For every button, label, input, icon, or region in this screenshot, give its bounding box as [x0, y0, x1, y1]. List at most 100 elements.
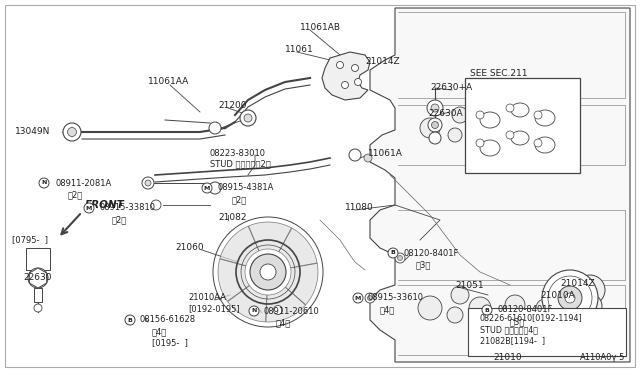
Text: 21082B[1194-  ]: 21082B[1194- ]: [480, 337, 545, 346]
Text: 13049N: 13049N: [15, 128, 51, 137]
Bar: [26, 248, 50, 270]
Circle shape: [353, 293, 363, 303]
Circle shape: [84, 203, 94, 213]
Circle shape: [209, 182, 221, 194]
Circle shape: [125, 315, 135, 325]
Ellipse shape: [480, 112, 500, 128]
Text: 08120-8401F: 08120-8401F: [497, 305, 552, 314]
Text: 22630: 22630: [23, 273, 51, 282]
Text: N: N: [252, 308, 257, 314]
Circle shape: [428, 118, 442, 132]
Polygon shape: [285, 263, 318, 305]
Circle shape: [536, 299, 554, 317]
Circle shape: [260, 264, 276, 280]
Polygon shape: [370, 8, 630, 362]
Circle shape: [209, 122, 221, 134]
Text: B: B: [484, 308, 490, 312]
Text: （2）: （2）: [112, 215, 127, 224]
Circle shape: [476, 111, 484, 119]
Circle shape: [506, 131, 514, 139]
Polygon shape: [220, 226, 259, 266]
Circle shape: [142, 177, 154, 189]
Text: 11061: 11061: [285, 45, 314, 55]
Text: [0795-  ]: [0795- ]: [12, 235, 48, 244]
Circle shape: [471, 116, 489, 134]
Text: 21200: 21200: [218, 100, 246, 109]
Text: STUD スタッド（4）: STUD スタッド（4）: [480, 326, 538, 334]
Text: [0192-0195]: [0192-0195]: [188, 305, 239, 314]
Text: 21014Z: 21014Z: [560, 279, 595, 288]
Circle shape: [397, 256, 403, 260]
Bar: [465, 78, 580, 173]
Text: 22630A: 22630A: [428, 109, 463, 118]
Circle shape: [534, 139, 542, 147]
Polygon shape: [228, 286, 267, 322]
Circle shape: [448, 128, 462, 142]
Circle shape: [505, 295, 525, 315]
Circle shape: [500, 118, 520, 138]
Circle shape: [39, 178, 49, 188]
Circle shape: [367, 295, 372, 301]
Text: FRONT: FRONT: [85, 200, 125, 210]
Ellipse shape: [535, 110, 555, 126]
Text: （4）: （4）: [380, 305, 396, 314]
Polygon shape: [29, 268, 47, 288]
Text: （4）: （4）: [276, 318, 291, 327]
Text: 08120-8401F: 08120-8401F: [403, 248, 458, 257]
Text: 08156-61628: 08156-61628: [140, 315, 196, 324]
Circle shape: [429, 132, 441, 144]
Circle shape: [244, 114, 252, 122]
Text: STUD スタッド（2）: STUD スタッド（2）: [210, 160, 271, 169]
Text: 08911-20610: 08911-20610: [264, 307, 320, 315]
Text: 11080: 11080: [345, 203, 374, 212]
Circle shape: [482, 305, 492, 315]
Circle shape: [67, 128, 77, 137]
Ellipse shape: [480, 140, 500, 156]
Circle shape: [476, 139, 484, 147]
Circle shape: [532, 117, 548, 133]
Text: 21010AA: 21010AA: [188, 294, 226, 302]
Text: 21060: 21060: [175, 244, 204, 253]
Circle shape: [447, 307, 463, 323]
Text: 08223-83010: 08223-83010: [210, 148, 266, 157]
Text: M: M: [204, 186, 210, 190]
Circle shape: [558, 286, 582, 310]
Text: 21014Z: 21014Z: [365, 58, 399, 67]
Circle shape: [395, 253, 405, 263]
Text: 08915-4381A: 08915-4381A: [218, 183, 275, 192]
Polygon shape: [279, 228, 317, 268]
Circle shape: [418, 296, 442, 320]
Circle shape: [145, 180, 151, 186]
Polygon shape: [266, 287, 305, 322]
Circle shape: [542, 270, 598, 326]
Text: M: M: [355, 295, 361, 301]
Circle shape: [565, 293, 575, 303]
Ellipse shape: [511, 131, 529, 145]
Circle shape: [249, 306, 259, 316]
Polygon shape: [248, 222, 291, 252]
Circle shape: [452, 107, 468, 123]
Circle shape: [273, 305, 282, 314]
Circle shape: [365, 293, 375, 303]
Text: 21082: 21082: [218, 214, 246, 222]
Circle shape: [506, 104, 514, 112]
Circle shape: [451, 286, 469, 304]
Text: B: B: [390, 250, 396, 256]
Circle shape: [63, 123, 81, 141]
Text: 21010A: 21010A: [540, 291, 575, 299]
Text: 21010: 21010: [493, 353, 522, 362]
Circle shape: [355, 78, 362, 86]
Text: SEE SEC.211: SEE SEC.211: [470, 70, 527, 78]
Circle shape: [364, 154, 372, 162]
Text: B: B: [127, 317, 132, 323]
Polygon shape: [218, 259, 250, 301]
Text: 11061AA: 11061AA: [148, 77, 189, 87]
Text: 11061AB: 11061AB: [300, 23, 341, 32]
Text: （3）: （3）: [510, 317, 525, 327]
Text: M: M: [86, 205, 92, 211]
Bar: [34, 288, 42, 302]
Circle shape: [349, 149, 361, 161]
Circle shape: [575, 275, 605, 305]
Circle shape: [431, 122, 438, 128]
Text: 08911-2081A: 08911-2081A: [56, 179, 112, 187]
